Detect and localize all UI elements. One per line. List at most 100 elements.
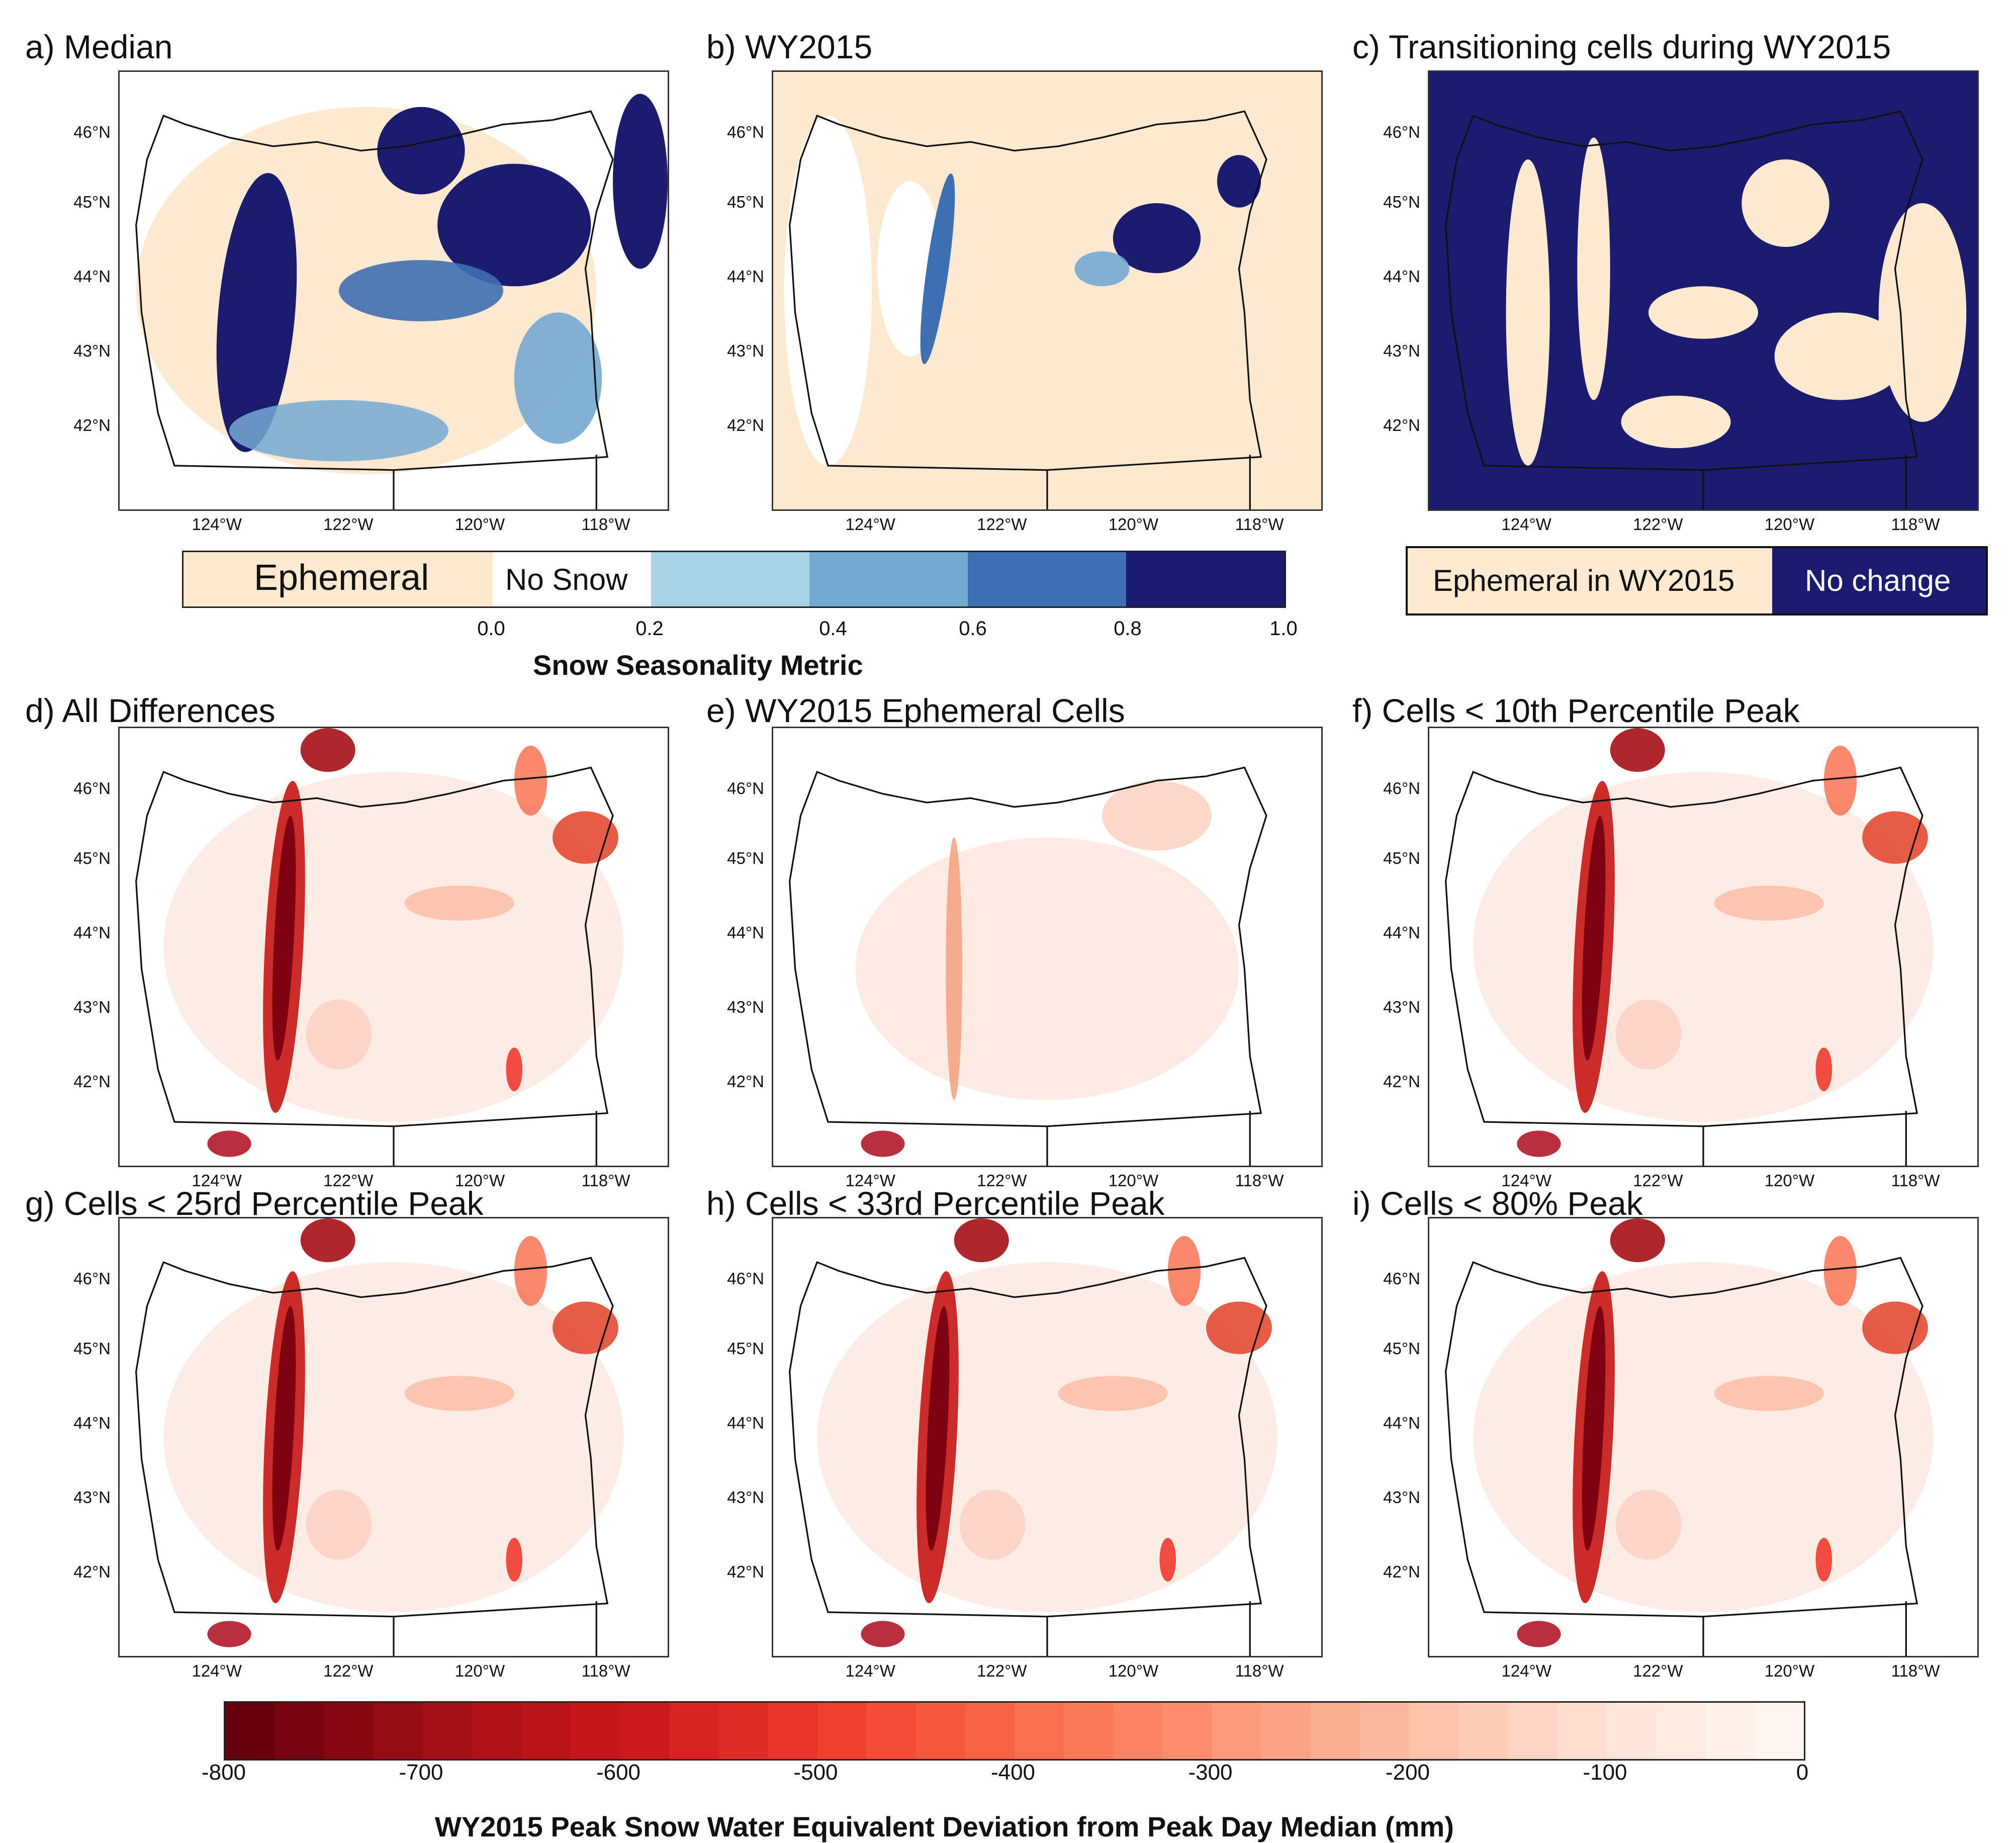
map-region: [1217, 155, 1261, 208]
map-panel-b: [772, 70, 1323, 511]
longitude-label: 120°W: [1108, 1171, 1159, 1190]
latitude-label: 44°N: [1383, 1413, 1420, 1432]
map-region: [1159, 1538, 1176, 1582]
map-region: [1102, 780, 1212, 851]
longitude-label: 120°W: [454, 1171, 505, 1190]
latitude-label: 43°N: [73, 997, 111, 1016]
latitude-label: 42°N: [727, 1072, 764, 1091]
longitude-label: 118°W: [1235, 1171, 1284, 1190]
latitude-label: 46°N: [727, 1269, 764, 1288]
map-panel-d: [118, 727, 669, 1167]
colorbar-bin: [1359, 1703, 1410, 1759]
latitude-label: 46°N: [1383, 122, 1420, 141]
latitude-label: 45°N: [727, 849, 764, 867]
map-panel-f: [1428, 727, 1979, 1167]
map-region: [1517, 1621, 1561, 1647]
map-region: [437, 163, 591, 287]
tick-label: -300: [1188, 1760, 1233, 1785]
colorbar-bin: [422, 1703, 473, 1759]
legend-nochange-label: No change: [1805, 564, 1951, 597]
map-canvas: [1429, 728, 1977, 1166]
latitude-label: 43°N: [727, 341, 764, 360]
ephemeral-label: Ephemeral: [254, 558, 429, 598]
map-region: [207, 1130, 251, 1157]
map-region: [207, 1621, 251, 1647]
map-region: [506, 1538, 523, 1582]
longitude-label: 124°W: [845, 1661, 895, 1680]
state-boundary: [1445, 766, 1923, 1127]
map-region: [1621, 395, 1731, 449]
latitude-label: 42°N: [73, 415, 111, 434]
map-region: [1774, 312, 1906, 400]
state-boundary: [1046, 1601, 1251, 1656]
panel-title: b) WY2015: [706, 28, 873, 65]
map-canvas: [773, 72, 1321, 509]
swe-colorbar: [224, 1701, 1805, 1761]
latitude-label: 44°N: [73, 1413, 111, 1432]
latitude-label: 46°N: [727, 778, 764, 798]
map-region: [1823, 1236, 1857, 1306]
colorbar-bin: [1212, 1703, 1262, 1759]
state-boundary: [135, 766, 614, 1127]
latitude-label: 45°N: [1383, 849, 1420, 867]
map-panel-i: [1428, 1217, 1979, 1657]
colorbar-bin: [324, 1703, 374, 1759]
longitude-label: 122°W: [1633, 515, 1683, 534]
map-region: [855, 837, 1239, 1100]
map-region: [300, 1218, 355, 1262]
colorbar-bin: [472, 1703, 522, 1759]
longitude-label: 120°W: [1108, 515, 1159, 534]
longitude-label: 120°W: [1764, 1171, 1815, 1190]
tick-label: -600: [596, 1760, 641, 1785]
longitude-label: 122°W: [1633, 1171, 1683, 1190]
longitude-label: 122°W: [1633, 1661, 1683, 1680]
tick-label: 0.6: [959, 618, 987, 640]
state-boundary: [1046, 455, 1251, 509]
longitude-label: 118°W: [581, 515, 630, 534]
longitude-label: 124°W: [192, 1171, 242, 1190]
latitude-label: 46°N: [73, 778, 111, 798]
panel-title: h) Cells < 33rd Percentile Peak: [706, 1185, 1165, 1222]
latitude-label: 42°N: [727, 415, 764, 434]
state-boundary: [1046, 1111, 1251, 1166]
latitude-label: 43°N: [73, 1487, 111, 1507]
longitude-label: 122°W: [977, 1661, 1027, 1680]
longitude-label: 120°W: [1108, 1661, 1159, 1680]
latitude-label: 43°N: [727, 1487, 764, 1507]
latitude-label: 42°N: [1383, 1072, 1420, 1091]
colorbar-bin: [1015, 1703, 1065, 1759]
tick-label: -200: [1385, 1760, 1430, 1785]
map-region: [1878, 203, 1967, 422]
latitude-label: 44°N: [73, 923, 111, 942]
latitude-label: 45°N: [727, 1339, 764, 1358]
colorbar-bin: [1064, 1703, 1114, 1759]
longitude-label: 122°W: [323, 1661, 374, 1680]
latitude-label: 44°N: [727, 1413, 764, 1432]
map-region: [817, 1262, 1277, 1612]
map-region: [1473, 772, 1934, 1122]
state-boundary: [1445, 1257, 1923, 1618]
colorbar-nosnow-segment: [493, 552, 651, 606]
map-region: [613, 94, 668, 269]
latitude-label: 44°N: [1383, 923, 1420, 942]
map-region: [377, 107, 465, 195]
map-region: [1862, 811, 1928, 864]
map-canvas: [120, 72, 668, 509]
longitude-label: 118°W: [581, 1661, 630, 1680]
map-canvas: [773, 1218, 1321, 1656]
map-region: [861, 1621, 905, 1647]
latitude-label: 46°N: [73, 122, 111, 141]
map-panel-a: [118, 70, 669, 511]
map-region: [1615, 999, 1682, 1070]
map-region: [1582, 816, 1606, 1061]
state-boundary: [393, 1111, 597, 1166]
state-boundary: [393, 1601, 597, 1656]
tick-label: 0.8: [1114, 618, 1142, 640]
tick-label: -100: [1583, 1760, 1627, 1785]
longitude-label: 118°W: [1891, 515, 1940, 534]
map-region: [300, 728, 355, 772]
map-canvas: [1429, 1218, 1977, 1656]
colorbar-bin: [373, 1703, 423, 1759]
map-region: [1473, 1262, 1934, 1612]
map-region: [272, 816, 296, 1061]
